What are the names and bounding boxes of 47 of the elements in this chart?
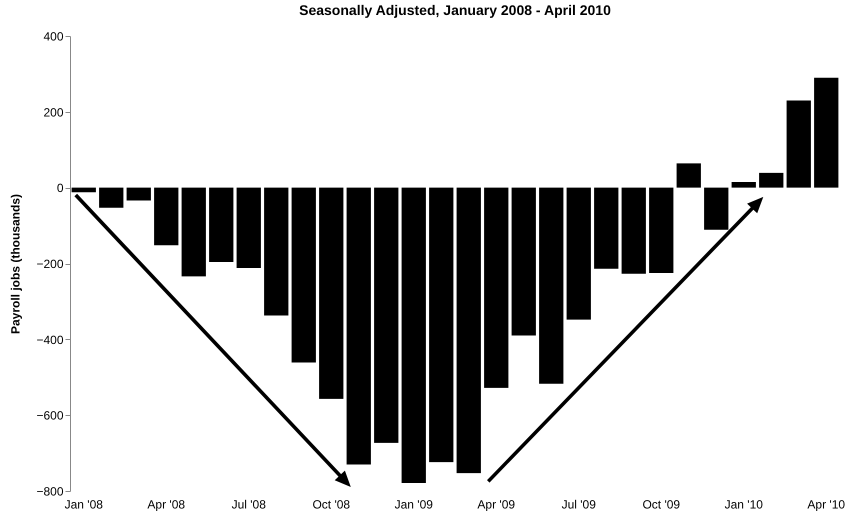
x-tick-label: Oct '08 xyxy=(312,498,350,512)
bar xyxy=(429,188,454,462)
bar xyxy=(319,188,344,399)
x-tick-label: Jan '10 xyxy=(724,498,764,512)
bar xyxy=(402,188,426,484)
bar xyxy=(456,188,481,474)
y-tick-label: −200 xyxy=(36,257,64,271)
bar xyxy=(236,188,261,268)
x-tick-label: Apr '08 xyxy=(147,498,186,512)
y-tick-label: −600 xyxy=(36,408,64,423)
y-tick-label: 400 xyxy=(43,30,64,44)
y-tick-label: 200 xyxy=(43,105,64,120)
y-tick-label: 0 xyxy=(56,181,64,196)
bar xyxy=(182,188,206,276)
bar xyxy=(374,188,398,443)
bar xyxy=(649,188,674,273)
bar xyxy=(594,188,618,269)
x-tick-label: Apr '09 xyxy=(477,498,516,512)
bar xyxy=(539,188,564,384)
bar xyxy=(704,188,728,230)
x-tick-label: Jul '08 xyxy=(232,498,266,512)
y-axis-title: Payroll jobs (thousands) xyxy=(8,194,22,334)
bar xyxy=(759,172,784,188)
x-tick-label: Jan '09 xyxy=(394,498,434,512)
bar xyxy=(346,188,371,464)
bar xyxy=(814,78,838,188)
bar xyxy=(154,188,178,246)
bar xyxy=(126,188,151,201)
bar xyxy=(786,100,811,188)
bar xyxy=(732,182,756,188)
x-tick-label: Jan '08 xyxy=(64,498,104,512)
x-tick-label: Oct '09 xyxy=(642,498,680,512)
bar xyxy=(292,188,316,362)
x-tick-label: Apr '10 xyxy=(807,498,846,512)
bar xyxy=(512,188,536,336)
bar xyxy=(264,188,288,316)
bar xyxy=(676,163,701,188)
bar xyxy=(99,188,124,208)
bar xyxy=(566,188,591,320)
y-tick-label: −400 xyxy=(36,332,64,347)
y-tick-label: −800 xyxy=(36,484,64,498)
bar xyxy=(209,188,234,262)
x-tick-label: Jul '09 xyxy=(562,498,596,512)
bar xyxy=(484,188,508,388)
chart-title: Seasonally Adjusted, January 2008 - April 2010 xyxy=(299,2,612,18)
bar xyxy=(622,188,646,274)
bar xyxy=(72,188,96,192)
